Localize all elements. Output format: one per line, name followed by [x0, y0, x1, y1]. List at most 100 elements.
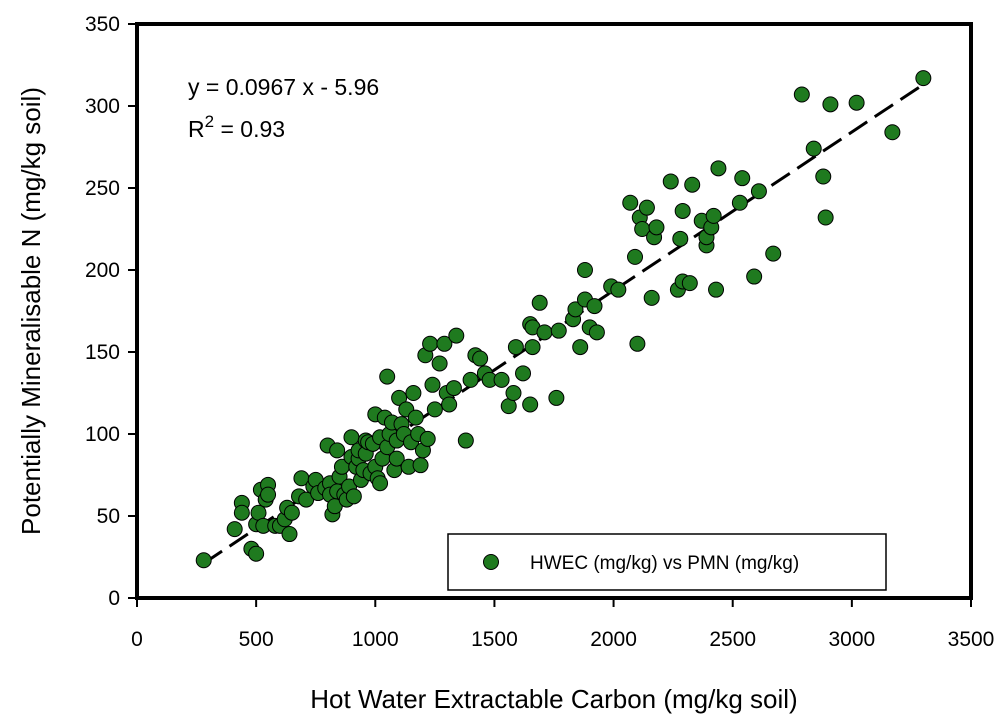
- data-point: [405, 385, 422, 401]
- data-point: [226, 521, 243, 538]
- data-point: [195, 552, 212, 569]
- data-point: [638, 199, 655, 216]
- data-point: [629, 335, 646, 352]
- data-point: [672, 230, 689, 247]
- data-point: [391, 389, 408, 406]
- data-point: [372, 475, 389, 492]
- data-point: [710, 160, 727, 177]
- y-tick-label: 250: [85, 177, 120, 200]
- x-tick-label: 2000: [590, 628, 637, 651]
- data-point: [536, 324, 553, 341]
- data-point: [684, 176, 701, 193]
- data-point: [662, 173, 679, 190]
- data-point: [550, 322, 567, 339]
- data-point: [505, 385, 522, 401]
- data-point: [627, 248, 644, 265]
- x-tick-label: 500: [239, 628, 274, 651]
- data-point: [412, 457, 429, 474]
- data-point: [848, 94, 865, 111]
- data-point: [248, 545, 265, 562]
- regression-equation: y = 0.0967 x - 5.96: [188, 74, 379, 100]
- data-point: [674, 202, 691, 219]
- axis-ticks: 0 500 1000 1500 2000 2500 3000 3500 0 50 100 150 200…: [85, 13, 994, 651]
- x-tick-label: 2500: [709, 628, 756, 651]
- data-point: [648, 219, 665, 236]
- data-point: [610, 281, 627, 298]
- data-point: [822, 96, 839, 113]
- legend-box: [447, 533, 887, 591]
- data-point: [515, 365, 532, 382]
- plot-area-frame: [135, 22, 973, 600]
- data-point: [445, 380, 462, 397]
- data-point: [522, 396, 539, 413]
- data-point: [233, 504, 250, 521]
- data-point: [705, 207, 722, 224]
- x-tick-label: 1500: [471, 628, 518, 651]
- y-tick-label: 0: [108, 587, 120, 610]
- data-point: [567, 301, 584, 318]
- data-point: [734, 170, 751, 187]
- data-point: [643, 289, 660, 306]
- data-point: [343, 429, 360, 446]
- data-point: [329, 442, 346, 459]
- legend: HWEC (mg/kg) vs PMN (mg/kg): [447, 533, 887, 591]
- data-point: [531, 294, 548, 311]
- data-point: [750, 183, 767, 200]
- legend-label: HWEC (mg/kg) vs PMN (mg/kg): [530, 553, 799, 574]
- x-tick-label: 0: [131, 628, 143, 651]
- data-point: [805, 140, 822, 157]
- data-point: [281, 526, 298, 543]
- y-tick-label: 150: [85, 341, 120, 364]
- y-tick-label: 100: [85, 423, 120, 446]
- data-point: [765, 245, 782, 262]
- data-point: [345, 488, 362, 505]
- data-point: [915, 70, 932, 87]
- x-tick-label: 3000: [828, 628, 875, 651]
- data-point: [746, 268, 763, 285]
- data-point: [681, 275, 698, 292]
- data-point: [576, 262, 593, 278]
- y-tick-label: 50: [97, 505, 120, 528]
- data-point: [260, 486, 277, 503]
- legend-marker: [483, 554, 499, 570]
- data-point: [884, 124, 901, 141]
- data-point: [388, 450, 405, 467]
- y-tick-label: 200: [85, 259, 120, 282]
- data-point: [426, 401, 443, 418]
- r-squared-annotation: R2 = 0.93: [188, 112, 285, 142]
- data-point: [793, 86, 810, 103]
- x-tick-label: 3500: [948, 628, 995, 651]
- data-point: [462, 371, 479, 388]
- data-point: [407, 409, 424, 426]
- y-axis-title: Potentially Mineralisable N (mg/kg soil): [16, 87, 46, 535]
- data-point: [622, 194, 639, 211]
- r-squared-base: R: [188, 116, 205, 142]
- data-point: [815, 168, 832, 185]
- data-points: [195, 70, 932, 569]
- data-point: [457, 432, 474, 449]
- x-tick-label: 1000: [352, 628, 399, 651]
- x-axis-title: Hot Water Extractable Carbon (mg/kg soil…: [310, 684, 797, 714]
- data-point: [424, 376, 441, 393]
- data-point: [507, 339, 524, 356]
- data-point: [431, 355, 448, 372]
- data-point: [472, 350, 489, 367]
- r-squared-value: = 0.93: [214, 116, 285, 142]
- data-point: [708, 281, 725, 298]
- data-point: [524, 339, 541, 356]
- data-point: [588, 324, 605, 341]
- data-point: [422, 335, 439, 352]
- data-point: [448, 327, 465, 344]
- data-point: [586, 298, 603, 315]
- data-point: [817, 209, 834, 226]
- data-point: [548, 389, 565, 406]
- r-squared-superscript: 2: [205, 112, 214, 131]
- data-point: [283, 504, 300, 521]
- data-point: [419, 430, 436, 447]
- data-point: [436, 335, 453, 352]
- y-tick-label: 350: [85, 13, 120, 36]
- data-point: [572, 339, 589, 356]
- data-point: [731, 194, 748, 211]
